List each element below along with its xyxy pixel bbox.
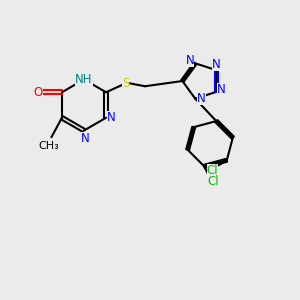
Text: NH: NH xyxy=(75,73,93,86)
Text: N: N xyxy=(197,92,206,105)
Text: N: N xyxy=(107,111,116,124)
Text: N: N xyxy=(185,54,194,68)
Text: N: N xyxy=(81,131,90,145)
Text: N: N xyxy=(217,83,226,96)
Text: O: O xyxy=(33,86,43,99)
Text: Cl: Cl xyxy=(207,164,218,177)
Text: Cl: Cl xyxy=(207,176,219,188)
Text: N: N xyxy=(212,58,220,70)
Text: CH₃: CH₃ xyxy=(38,141,59,151)
Text: S: S xyxy=(122,77,129,90)
